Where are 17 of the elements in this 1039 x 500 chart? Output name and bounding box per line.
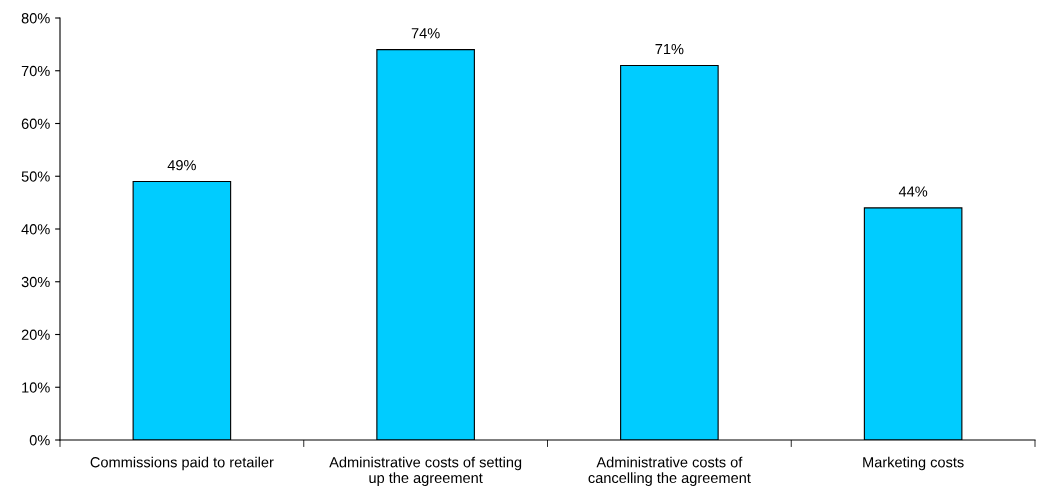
y-tick-label: 40% — [21, 224, 50, 235]
y-tick-label: 60% — [21, 118, 50, 129]
y-tick-label: 80% — [21, 13, 50, 24]
y-tick-label: 20% — [21, 329, 50, 340]
data-label: 49% — [167, 159, 196, 171]
y-tick-label: 30% — [21, 276, 50, 288]
y-tick-label: 70% — [21, 65, 50, 77]
x-tick-label: Marketing costs — [863, 456, 964, 471]
y-tick-label: 10% — [22, 382, 50, 393]
data-label: 71% — [655, 44, 684, 55]
data-label: 44% — [898, 186, 928, 197]
x-tick-label: Administrative costs of setting up the agreement — [329, 456, 522, 486]
y-tick-label: 0% — [29, 435, 50, 446]
x-tick-label: Commissions paid to retailer — [90, 456, 274, 471]
y-tick-label: 50% — [21, 171, 50, 182]
data-label: 74% — [411, 28, 440, 39]
x-tick-label: Administrative costs of cancelling the agreement — [588, 456, 751, 486]
